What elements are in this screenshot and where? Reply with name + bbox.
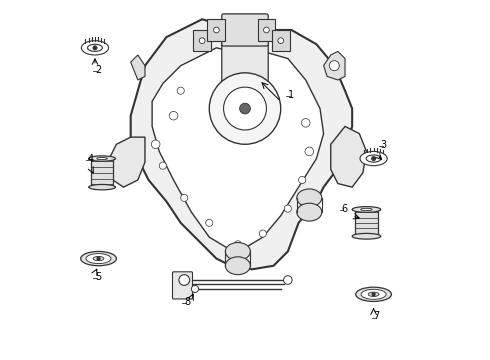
Ellipse shape — [366, 155, 381, 162]
Ellipse shape — [89, 156, 116, 161]
FancyBboxPatch shape — [222, 14, 268, 46]
Circle shape — [259, 230, 267, 237]
Ellipse shape — [361, 289, 386, 299]
Circle shape — [372, 293, 375, 296]
Circle shape — [234, 241, 242, 248]
Ellipse shape — [89, 184, 116, 190]
PathPatch shape — [131, 55, 145, 80]
Ellipse shape — [360, 152, 387, 166]
Text: 4: 4 — [88, 154, 94, 164]
Circle shape — [159, 162, 167, 169]
Circle shape — [177, 87, 184, 94]
PathPatch shape — [323, 51, 345, 80]
Bar — [193, 30, 211, 51]
Circle shape — [206, 219, 213, 226]
Circle shape — [264, 27, 270, 33]
Circle shape — [151, 140, 160, 149]
Bar — [207, 19, 225, 41]
Ellipse shape — [368, 292, 379, 296]
Circle shape — [93, 46, 97, 50]
Circle shape — [209, 73, 281, 144]
Circle shape — [372, 157, 375, 160]
Ellipse shape — [356, 287, 392, 301]
Circle shape — [240, 103, 250, 114]
Circle shape — [278, 38, 284, 44]
Circle shape — [298, 176, 306, 184]
Circle shape — [181, 194, 188, 202]
PathPatch shape — [152, 48, 323, 248]
Text: 6: 6 — [342, 204, 347, 214]
Text: 8: 8 — [184, 297, 191, 307]
Text: 3: 3 — [381, 140, 387, 150]
Ellipse shape — [225, 243, 250, 260]
Circle shape — [223, 87, 267, 130]
Ellipse shape — [352, 233, 381, 239]
FancyBboxPatch shape — [172, 272, 193, 299]
PathPatch shape — [131, 19, 352, 269]
Ellipse shape — [86, 253, 111, 264]
Circle shape — [179, 275, 190, 285]
Ellipse shape — [81, 41, 109, 55]
Text: 7: 7 — [373, 311, 380, 321]
Circle shape — [97, 257, 100, 260]
Ellipse shape — [297, 203, 322, 221]
Ellipse shape — [97, 157, 107, 159]
Bar — [258, 19, 275, 41]
Circle shape — [284, 205, 292, 212]
Circle shape — [192, 285, 198, 293]
Text: 5: 5 — [95, 272, 101, 282]
Ellipse shape — [225, 257, 250, 275]
Ellipse shape — [88, 44, 102, 51]
Ellipse shape — [361, 208, 372, 211]
Text: 2: 2 — [95, 65, 101, 75]
Ellipse shape — [297, 189, 322, 207]
Ellipse shape — [352, 207, 381, 212]
Bar — [272, 30, 290, 51]
Ellipse shape — [93, 256, 104, 261]
Circle shape — [199, 38, 205, 44]
Bar — [92, 158, 113, 187]
Circle shape — [169, 111, 178, 120]
Circle shape — [284, 276, 292, 284]
Ellipse shape — [81, 251, 117, 266]
Circle shape — [214, 27, 220, 33]
Text: 1: 1 — [288, 90, 294, 100]
Circle shape — [329, 61, 339, 71]
FancyBboxPatch shape — [222, 42, 268, 82]
Bar — [355, 210, 378, 236]
PathPatch shape — [109, 137, 145, 187]
Circle shape — [305, 147, 314, 156]
Circle shape — [301, 118, 310, 127]
PathPatch shape — [331, 126, 367, 187]
